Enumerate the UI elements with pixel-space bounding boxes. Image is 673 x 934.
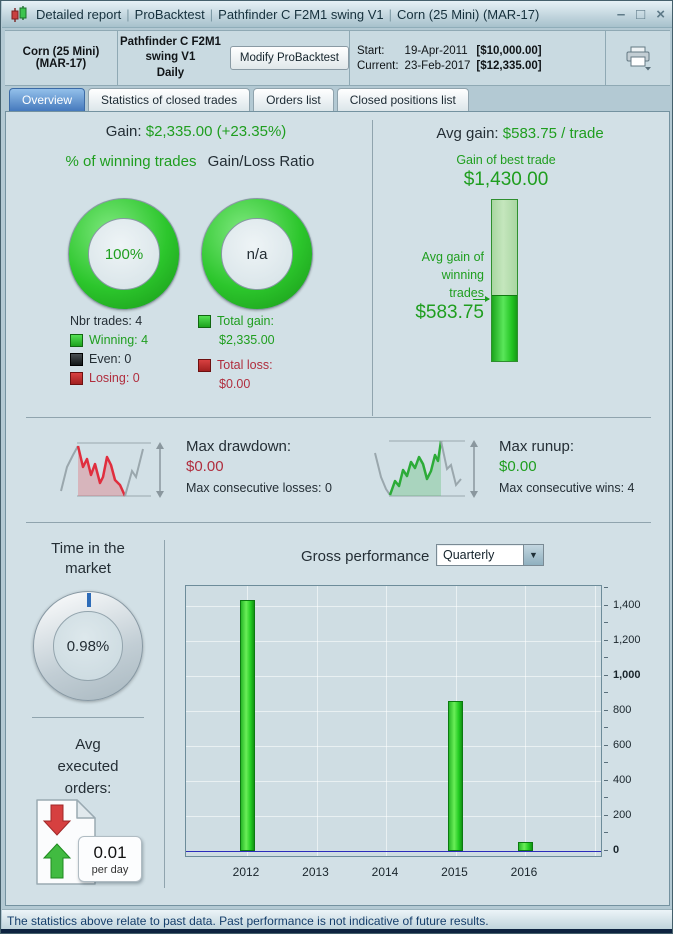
xaxis-label: 2015 xyxy=(441,865,468,879)
best-trade-bar xyxy=(491,199,518,362)
report-header: Corn (25 Mini) (MAR-17) Pathfinder C F2M… xyxy=(5,30,670,86)
avg-orders-unit: per day xyxy=(91,863,129,876)
max-consecutive-wins: Max consecutive wins: 4 xyxy=(499,481,635,495)
chevron-down-icon[interactable]: ▼ xyxy=(523,545,543,565)
tab-orders-list[interactable]: Orders list xyxy=(253,88,334,111)
gain-loss-ratio-title: Gain/Loss Ratio xyxy=(207,153,315,170)
legend-total-loss: Total loss: xyxy=(198,358,273,372)
total-loss-value: $0.00 xyxy=(219,377,251,391)
time-in-market-value: 0.98% xyxy=(53,611,123,681)
overview-panel: Gain: $2,335.00 (+23.35%) % of winning t… xyxy=(5,111,670,906)
avg-gain-headline: Avg gain: $583.75 / trade xyxy=(436,125,604,142)
performance-yaxis: 0 200 400 600 800 1,000 1,200 1,400 xyxy=(604,585,659,857)
drawdown-chart-icon xyxy=(60,442,164,498)
losing-swatch xyxy=(70,371,83,385)
avg-win-label: Avg gain of winning trades xyxy=(421,250,484,301)
max-consecutive-losses: Max consecutive losses: 0 xyxy=(186,481,332,495)
tab-statistics[interactable]: Statistics of closed trades xyxy=(88,88,251,111)
total-gain-value: $2,335.00 xyxy=(219,333,275,347)
xaxis-label: 2014 xyxy=(371,865,399,879)
winning-trades-value: 100% xyxy=(88,218,160,290)
capital-dates: Start: 19-Apr-2011 [$10,000.00] Current: 23… xyxy=(350,31,606,85)
instrument-name: Corn (25 Mini) (MAR-17) xyxy=(5,31,118,85)
max-runup-value: $0.00 xyxy=(499,458,537,475)
legend-losing: Losing: 0 xyxy=(70,371,140,385)
title-bar[interactable]: Detailed report | ProBacktest | Pathfinder C… xyxy=(2,1,672,28)
nbr-trades: Nbr trades: 4 xyxy=(70,314,143,328)
best-trade-bar-upper xyxy=(492,200,517,297)
tab-bar: Overview Statistics of closed trades Ord… xyxy=(9,88,469,111)
minimize-icon[interactable]: – xyxy=(616,5,626,23)
tab-overview[interactable]: Overview xyxy=(9,88,86,111)
gain-loss-ratio-value: n/a xyxy=(221,218,293,290)
gain-loss-ratio-donut: n/a xyxy=(201,198,313,310)
sell-arrow-icon xyxy=(42,804,72,836)
gross-performance-title: Gross performance xyxy=(301,548,430,565)
total-loss-swatch xyxy=(198,358,211,372)
avg-orders-value: 0.01 xyxy=(93,842,127,862)
performance-xaxis: 2012 2013 2014 2015 2016 xyxy=(185,859,602,879)
close-icon[interactable]: × xyxy=(656,5,665,23)
window-title: Detailed report | ProBacktest | Pathfinder C… xyxy=(36,6,540,22)
strategy-name: Pathfinder C F2M1 swing V1 Daily xyxy=(119,35,221,79)
best-trade-value: $1,430.00 xyxy=(463,169,549,190)
xaxis-label: 2013 xyxy=(302,865,329,879)
avg-gain-bar-lower xyxy=(492,295,517,361)
max-drawdown-value: $0.00 xyxy=(186,458,224,475)
window-bottom-edge xyxy=(1,929,672,933)
left-column-divider xyxy=(32,717,144,718)
xaxis-label: 2012 xyxy=(232,865,260,879)
modify-probacktest-button[interactable]: Modify ProBacktest xyxy=(229,46,349,70)
avg-orders-widget: 0.01 per day xyxy=(34,798,164,893)
avg-win-value: $583.75 xyxy=(415,302,484,323)
time-in-market-title: Time in the market xyxy=(51,540,125,577)
total-gain-swatch xyxy=(198,314,211,328)
legend-winning: Winning: 4 xyxy=(70,333,148,347)
max-runup-label: Max runup: xyxy=(499,438,575,455)
legend-total-gain: Total gain: xyxy=(198,314,274,328)
period-select[interactable]: Quarterly ▼ xyxy=(436,544,544,566)
section-divider-2 xyxy=(26,522,651,523)
time-in-market-gauge: 0.98% xyxy=(33,591,143,701)
xaxis-label: 2016 xyxy=(510,865,538,879)
legend-even: Even: 0 xyxy=(70,352,131,366)
top-section-divider xyxy=(372,120,373,416)
bottom-section-divider xyxy=(164,540,165,888)
period-select-value: Quarterly xyxy=(443,548,495,562)
candlestick-icon xyxy=(11,5,27,22)
print-button[interactable] xyxy=(606,31,670,85)
winning-trades-title: % of winning trades xyxy=(65,153,197,170)
max-drawdown-label: Max drawdown: xyxy=(186,438,292,455)
gain-headline: Gain: $2,335.00 (+23.35%) xyxy=(105,123,287,140)
runup-chart-icon xyxy=(374,440,478,498)
disclaimer-bar: The statistics above relate to past data… xyxy=(2,909,672,931)
tab-closed-positions[interactable]: Closed positions list xyxy=(336,88,469,111)
winning-swatch xyxy=(70,333,83,347)
avg-orders-box: 0.01 per day xyxy=(78,836,142,882)
maximize-icon[interactable]: □ xyxy=(636,5,646,23)
even-swatch xyxy=(70,352,83,366)
section-divider-1 xyxy=(26,417,651,418)
avg-orders-title: Avg executed orders: xyxy=(57,736,119,797)
gauge-tick xyxy=(87,593,91,607)
buy-arrow-icon xyxy=(42,843,72,879)
best-trade-label: Gain of best trade xyxy=(456,153,556,167)
winning-trades-donut: 100% xyxy=(68,198,180,310)
performance-plot xyxy=(185,585,602,857)
printer-icon xyxy=(626,46,651,71)
avg-win-arrow-icon xyxy=(473,296,490,302)
